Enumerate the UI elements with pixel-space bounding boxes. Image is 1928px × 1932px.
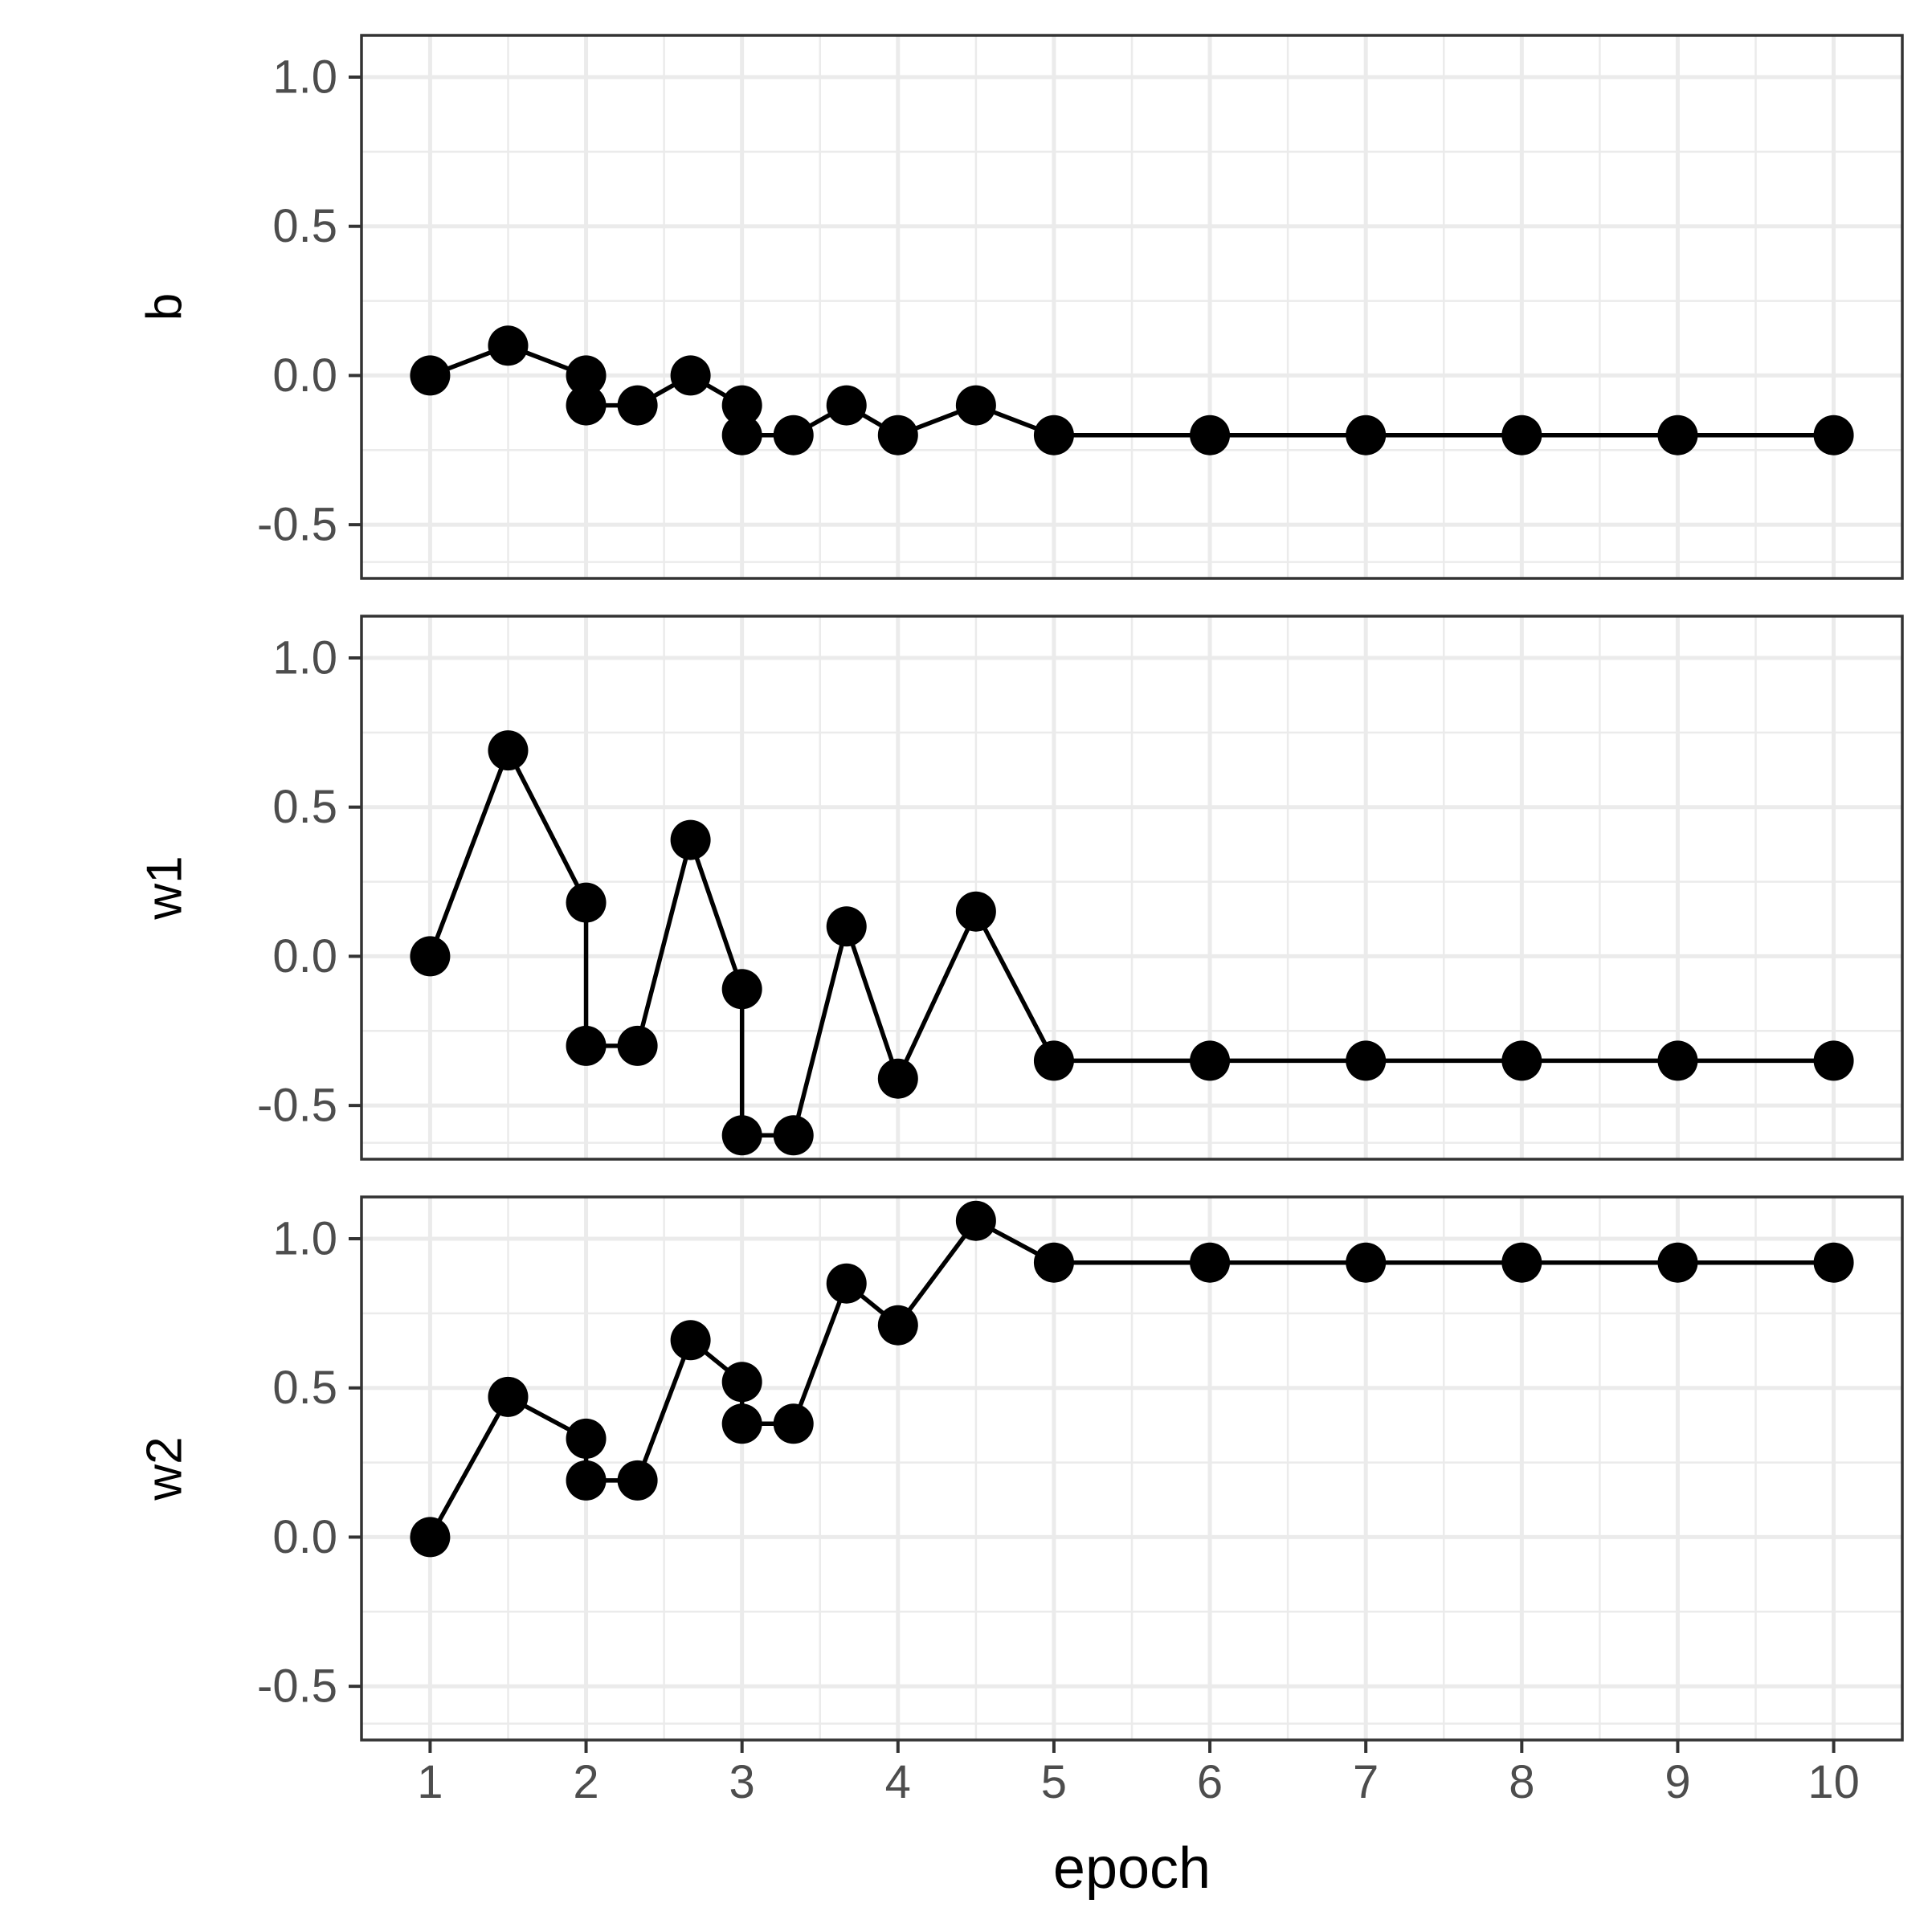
data-point-w1 — [1190, 1040, 1231, 1081]
panel-ylabel-w1: w1 — [137, 856, 193, 920]
data-point-w2 — [488, 1376, 529, 1417]
data-point-w2 — [877, 1305, 918, 1346]
panel-ylabel-w2: w2 — [137, 1436, 193, 1501]
data-point-w1 — [1033, 1040, 1074, 1081]
y-tick-label: 0.5 — [272, 200, 337, 252]
y-tick-label: -0.5 — [257, 1660, 337, 1713]
data-point-b — [1813, 415, 1854, 455]
data-point-w1 — [1501, 1040, 1542, 1081]
x-tick-label: 5 — [1041, 1756, 1067, 1808]
data-point-b — [773, 415, 814, 455]
data-point-b — [566, 355, 607, 396]
data-point-w1 — [566, 882, 607, 923]
data-point-b — [1346, 415, 1387, 455]
x-tick-label: 10 — [1808, 1756, 1860, 1808]
data-point-b — [955, 385, 996, 426]
panel-border — [360, 1195, 1904, 1742]
y-tick-label: -0.5 — [257, 1080, 337, 1132]
data-point-b — [1033, 415, 1074, 455]
x-tick-label: 2 — [573, 1756, 598, 1808]
panel-ylabel-b: b — [137, 293, 193, 321]
y-tick-label: 0.0 — [272, 1511, 337, 1563]
data-point-w2 — [617, 1460, 658, 1501]
data-point-b — [1657, 415, 1698, 455]
data-point-w2 — [410, 1517, 451, 1558]
panel-border — [360, 34, 1904, 580]
data-point-b — [410, 355, 451, 396]
data-point-b — [721, 385, 762, 426]
data-point-w2 — [955, 1200, 996, 1241]
data-point-b — [721, 415, 762, 455]
data-point-w2 — [670, 1320, 711, 1361]
y-tick-label: 1.0 — [272, 51, 337, 104]
data-point-w2 — [1190, 1242, 1231, 1283]
series-line-w1 — [427, 748, 1834, 1138]
data-point-w1 — [1346, 1040, 1387, 1081]
data-point-w1 — [670, 819, 711, 860]
data-point-w1 — [877, 1058, 918, 1099]
data-point-w1 — [1657, 1040, 1698, 1081]
data-point-w2 — [566, 1460, 607, 1501]
panel-w2: 1.0 0.5 0.0 -0.5 w2 — [137, 1195, 1904, 1742]
y-tick-label: 0.0 — [272, 930, 337, 982]
panel-border — [360, 615, 1904, 1161]
x-tick-label: 7 — [1353, 1756, 1379, 1808]
data-point-w2 — [721, 1403, 762, 1444]
data-point-w2 — [773, 1403, 814, 1444]
data-point-w2 — [1657, 1242, 1698, 1283]
y-tick-label: 1.0 — [272, 632, 337, 684]
data-point-w2 — [721, 1362, 762, 1403]
data-point-w2 — [1033, 1242, 1074, 1283]
y-tick-label: 0.0 — [272, 349, 337, 402]
data-point-w1 — [826, 906, 867, 947]
data-point-w1 — [1813, 1040, 1854, 1081]
y-tick-label: -0.5 — [257, 499, 337, 551]
panel-w1: 1.0 0.5 0.0 -0.5 w1 — [137, 615, 1904, 1161]
x-tick-label: 1 — [417, 1756, 443, 1808]
data-point-w1 — [410, 936, 451, 977]
data-point-w2 — [1813, 1242, 1854, 1283]
data-point-b — [488, 325, 529, 366]
y-tick-label: 0.5 — [272, 1362, 337, 1414]
data-point-w1 — [721, 969, 762, 1010]
data-point-b — [826, 385, 867, 426]
data-point-w1 — [955, 891, 996, 932]
x-tick-label: 6 — [1197, 1756, 1223, 1808]
x-tick-label: 8 — [1509, 1756, 1534, 1808]
data-point-b — [670, 355, 711, 396]
data-point-w1 — [721, 1115, 762, 1156]
data-point-b — [1501, 415, 1542, 455]
data-point-w2 — [826, 1263, 867, 1304]
data-point-w1 — [617, 1025, 658, 1066]
data-point-b — [877, 415, 918, 455]
data-point-w2 — [1346, 1242, 1387, 1283]
data-point-w1 — [488, 730, 529, 771]
x-tick-label: 4 — [885, 1756, 911, 1808]
data-point-b — [617, 385, 658, 426]
panel-b: 1.0 0.5 0.0 -0.5 b — [137, 34, 1904, 580]
x-axis-title: epoch — [1053, 1836, 1211, 1901]
x-tick-label: 3 — [729, 1756, 755, 1808]
data-point-w2 — [566, 1418, 607, 1459]
y-tick-label: 0.5 — [272, 781, 337, 833]
y-tick-label: 1.0 — [272, 1213, 337, 1265]
data-point-w1 — [566, 1025, 607, 1066]
x-tick-label: 9 — [1665, 1756, 1690, 1808]
data-point-b — [1190, 415, 1231, 455]
data-point-w2 — [1501, 1242, 1542, 1283]
data-point-b — [566, 385, 607, 426]
data-point-w1 — [773, 1115, 814, 1156]
